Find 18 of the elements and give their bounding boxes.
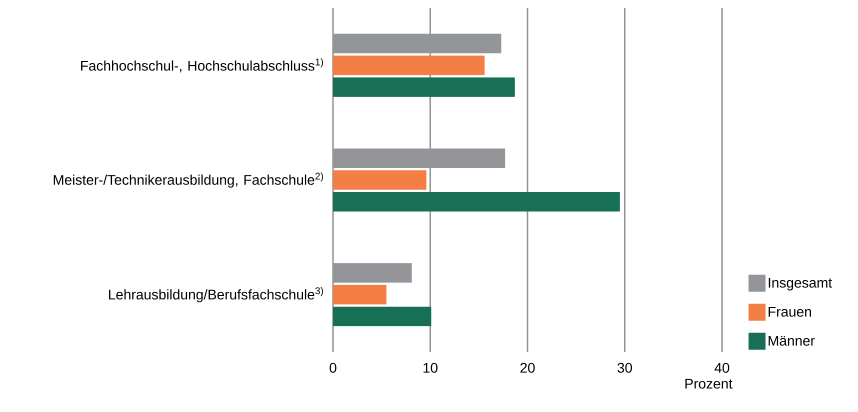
x-tick-label: 20 [520, 362, 535, 373]
bar [333, 192, 620, 212]
legend-label: Frauen [768, 306, 811, 317]
y-tick-label: Lehrausbildung/Berufsfachschule$^{3)}$ [109, 287, 324, 302]
x-tick-label: 10 [424, 362, 438, 373]
x-tick-label: 0 [330, 362, 336, 373]
bar [333, 306, 432, 326]
bar [333, 77, 515, 97]
x-axis-title: Prozent [685, 378, 732, 389]
x-tick-label: 40 [714, 362, 730, 373]
y-tick-label: Fachhochschul-, Hochschulabschluss$^{1)}$ [81, 58, 324, 72]
bar [333, 56, 485, 76]
bar [333, 170, 426, 190]
legend-label: Männer [768, 336, 815, 346]
bar [333, 284, 386, 304]
x-tick-label: 30 [618, 362, 632, 373]
y-tick-label: Meister-/Technikerausbildung, Fachschule$^{2)}$ [54, 172, 324, 188]
legend-label: Insgesamt [768, 278, 832, 290]
